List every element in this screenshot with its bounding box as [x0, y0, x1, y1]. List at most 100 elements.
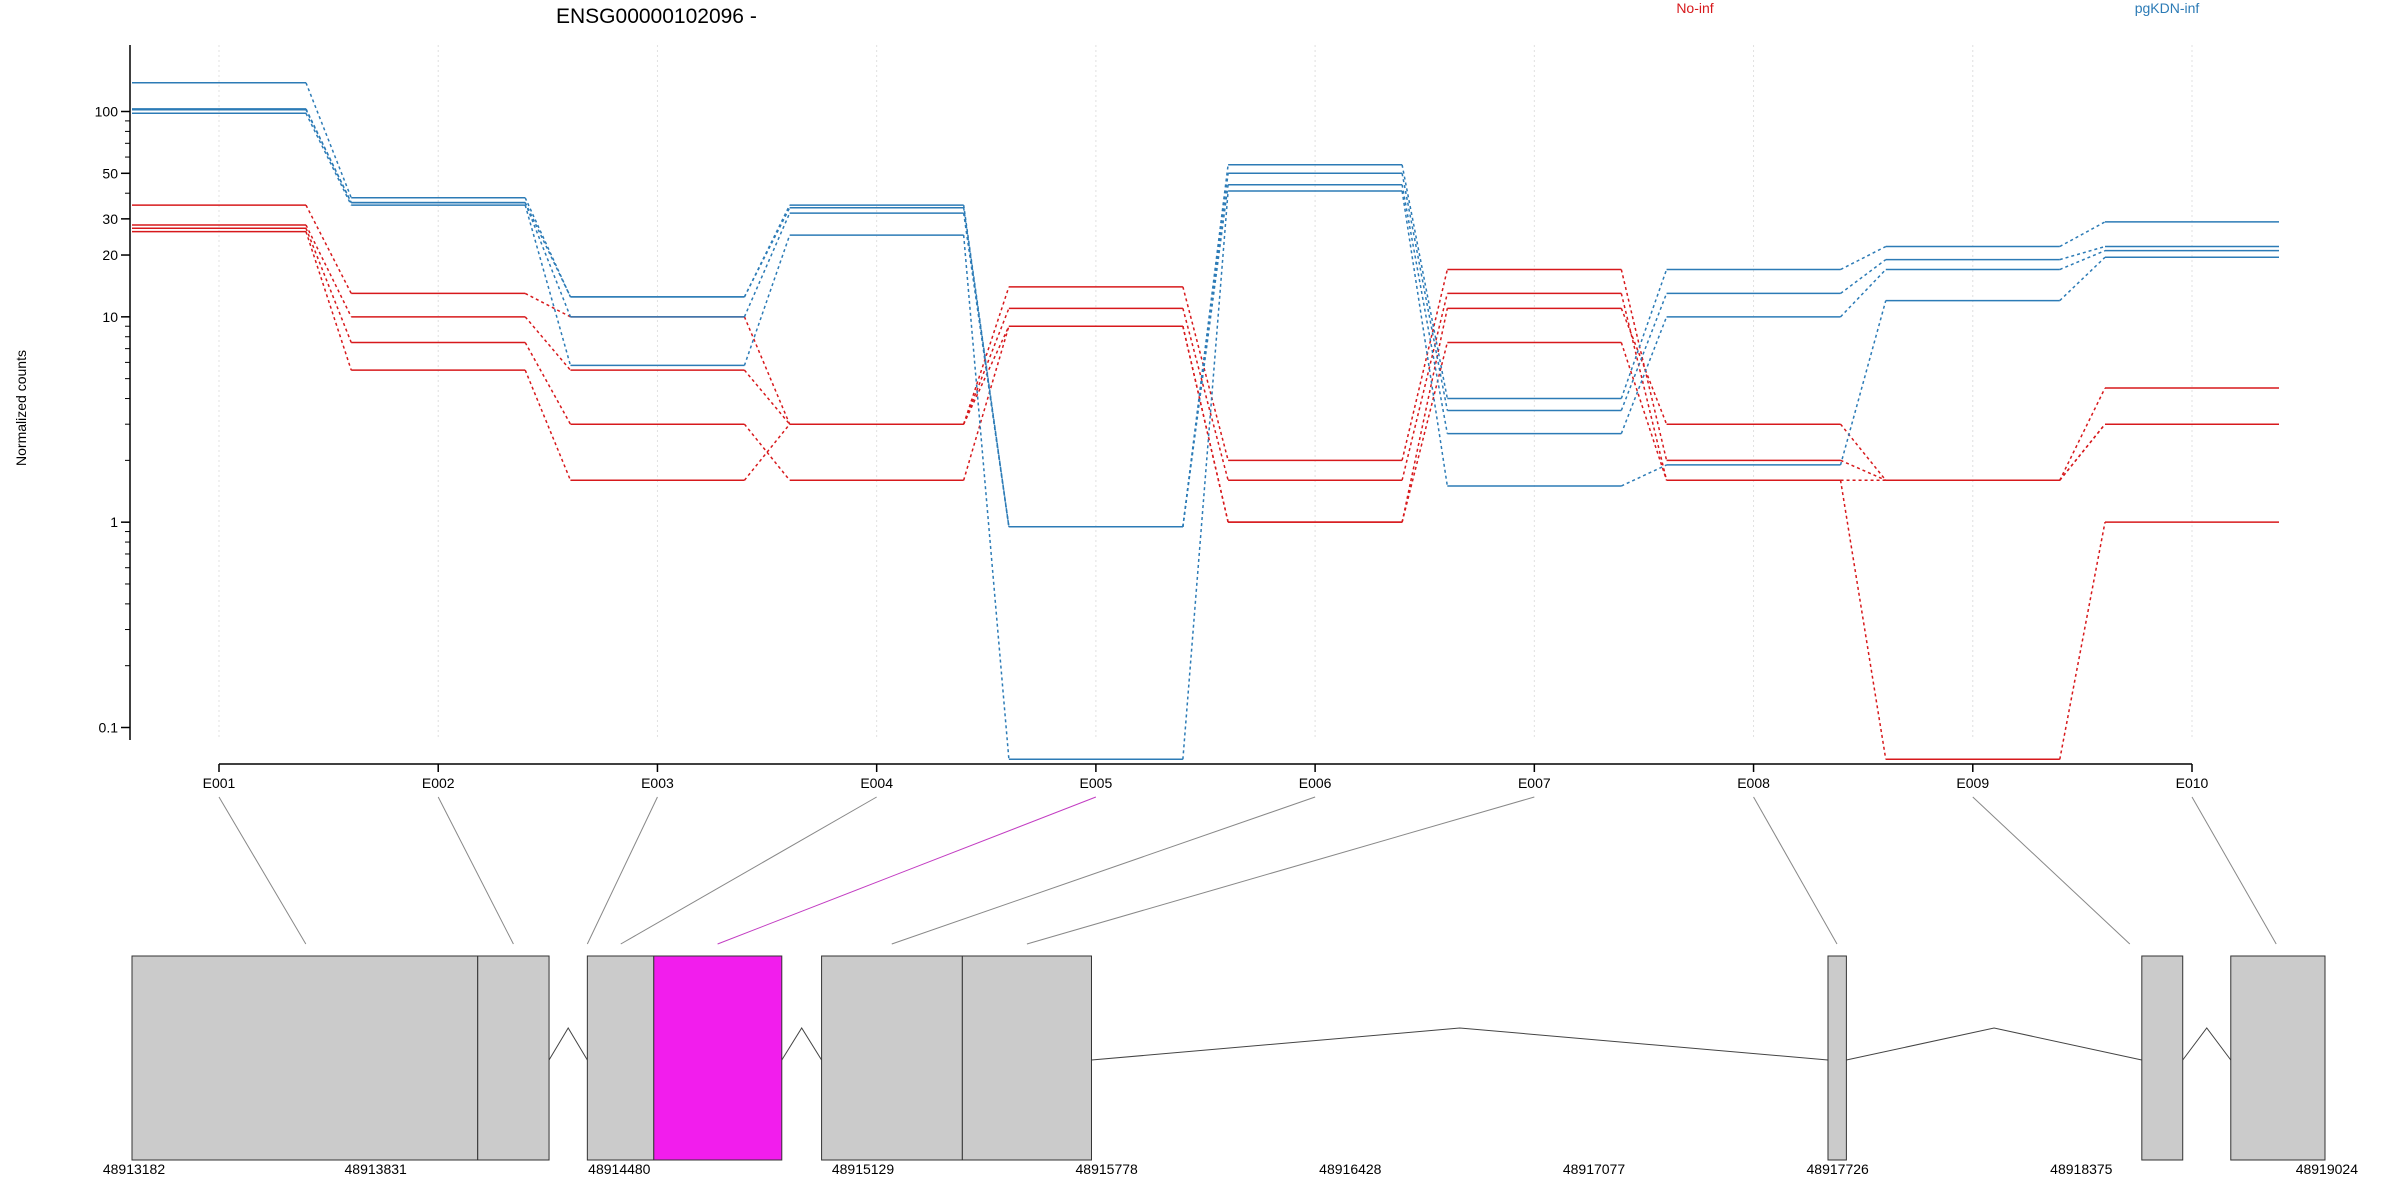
exon-connector-line: [1972, 796, 2131, 945]
exon-transition: [2059, 245, 2106, 261]
exon-transition: [305, 224, 352, 318]
exon-box: [821, 955, 963, 1161]
intron-line: [1846, 1027, 2142, 1061]
intron-line: [548, 1027, 588, 1061]
exon-transition: [1620, 293, 1668, 481]
exon-transition: [743, 207, 791, 298]
series-lines: [132, 82, 2279, 761]
exon-transition: [1401, 184, 1449, 434]
exon-transition: [1401, 173, 1449, 411]
exon-transition: [1182, 173, 1229, 527]
x-tick-label: E010: [2176, 775, 2209, 791]
exon-box: [961, 955, 1092, 1161]
exon-transition: [1621, 464, 1667, 487]
exon-transition: [2059, 387, 2106, 481]
x-tick-label: E001: [203, 775, 236, 791]
exon-transition: [743, 316, 791, 425]
coordinate-label: 48913831: [345, 1161, 408, 1177]
exon-transition: [1620, 342, 1668, 481]
exon-transition: [1401, 190, 1449, 487]
exon-transition: [2059, 249, 2106, 271]
exon-transition: [524, 292, 571, 318]
x-tick-label: E006: [1299, 775, 1332, 791]
exon-transition: [1401, 308, 1449, 523]
exon-transition: [1840, 268, 1887, 318]
coordinate-label: 48915778: [1076, 1161, 1139, 1177]
chart-title: ENSG00000102096 -: [556, 5, 757, 28]
exon-transition: [305, 112, 352, 206]
exon-transition: [1620, 293, 1668, 411]
x-tick-label: E008: [1737, 775, 1770, 791]
exon-transition: [962, 286, 1010, 425]
coordinate-label: 48916428: [1319, 1161, 1382, 1177]
exon-transition: [2059, 522, 2106, 760]
coordinate-label: 48917726: [1807, 1161, 1870, 1177]
series-No-inf-4: [132, 230, 2279, 761]
exon-transition: [1182, 286, 1229, 461]
exon-transition: [2059, 423, 2106, 481]
x-tick-label: E007: [1518, 775, 1551, 791]
exon-transition: [962, 326, 1010, 481]
exon-box: [1827, 955, 1847, 1161]
series-pgKDN-inf-6: [132, 108, 2279, 528]
x-tick-label: E004: [860, 775, 893, 791]
y-tick-label: 100: [95, 104, 119, 120]
exon-transition: [1620, 316, 1668, 434]
exon-connector-line: [1753, 796, 1838, 945]
intron-line: [2182, 1027, 2232, 1061]
genomic-coordinate-labels: 48913182 48913831 48914480 48915129 48915778…: [103, 1161, 2358, 1177]
exon-transition: [524, 369, 572, 481]
exon-transition: [1620, 269, 1668, 399]
exon-transition: [962, 205, 1010, 527]
exon-transition: [524, 202, 572, 318]
coordinate-label: 48919024: [2296, 1161, 2359, 1177]
vertical-gridlines: [218, 45, 2193, 740]
exon-transition: [1620, 308, 1668, 425]
exon-transition: [524, 316, 572, 371]
exon-transition: [743, 369, 791, 425]
exon-transition: [1839, 480, 1887, 760]
exon-transition: [1839, 300, 1887, 466]
exon-transition: [305, 231, 352, 371]
y-tick-label: 1: [110, 514, 118, 530]
y-tick-label: 50: [102, 165, 118, 181]
exon-box: [2141, 955, 2184, 1161]
exon-transition: [1401, 342, 1449, 523]
y-tick-label: 20: [102, 247, 118, 263]
series-pgKDN-inf-7: [132, 108, 2279, 528]
exon-transition: [305, 109, 352, 203]
exon-box: [2230, 955, 2326, 1161]
legend-label-no-inf: No-inf: [1676, 0, 1713, 16]
highlighted-exon-box: [653, 955, 783, 1161]
coordinate-label: 48918375: [2050, 1161, 2113, 1177]
exon-transition: [524, 342, 572, 425]
exon-connector-line: [1026, 796, 1535, 945]
series-pgKDN-inf-8: [132, 112, 2279, 761]
exon-transition: [743, 212, 791, 318]
exon-transition: [743, 234, 791, 366]
y-axis: 0.1 1 10 20 30 50 100: [95, 45, 131, 740]
y-tick-label: 10: [102, 309, 118, 325]
x-tick-label: E003: [641, 775, 674, 791]
intron-line: [1091, 1027, 1829, 1061]
exon-transition: [743, 204, 791, 298]
exon-box: [477, 955, 550, 1161]
x-tick-label: E009: [1956, 775, 1989, 791]
exon-transition: [1401, 269, 1449, 461]
exon-transition: [743, 423, 791, 481]
y-tick-label: 0.1: [99, 720, 119, 736]
exon-transition: [1840, 459, 1887, 481]
exon-transition: [305, 204, 352, 294]
exon-connectors: [218, 796, 2277, 945]
exon-transition: [1401, 293, 1449, 481]
exon-transition: [2059, 221, 2106, 248]
exon-transition: [962, 213, 1010, 527]
exon-connector-line: [2191, 796, 2277, 945]
exon-connector-line: [586, 796, 658, 945]
exon-transition: [962, 235, 1010, 760]
exon-transition: [305, 82, 352, 199]
coordinate-label: 48917077: [1563, 1161, 1626, 1177]
coordinate-label: 48915129: [832, 1161, 895, 1177]
intron-line: [781, 1027, 823, 1061]
